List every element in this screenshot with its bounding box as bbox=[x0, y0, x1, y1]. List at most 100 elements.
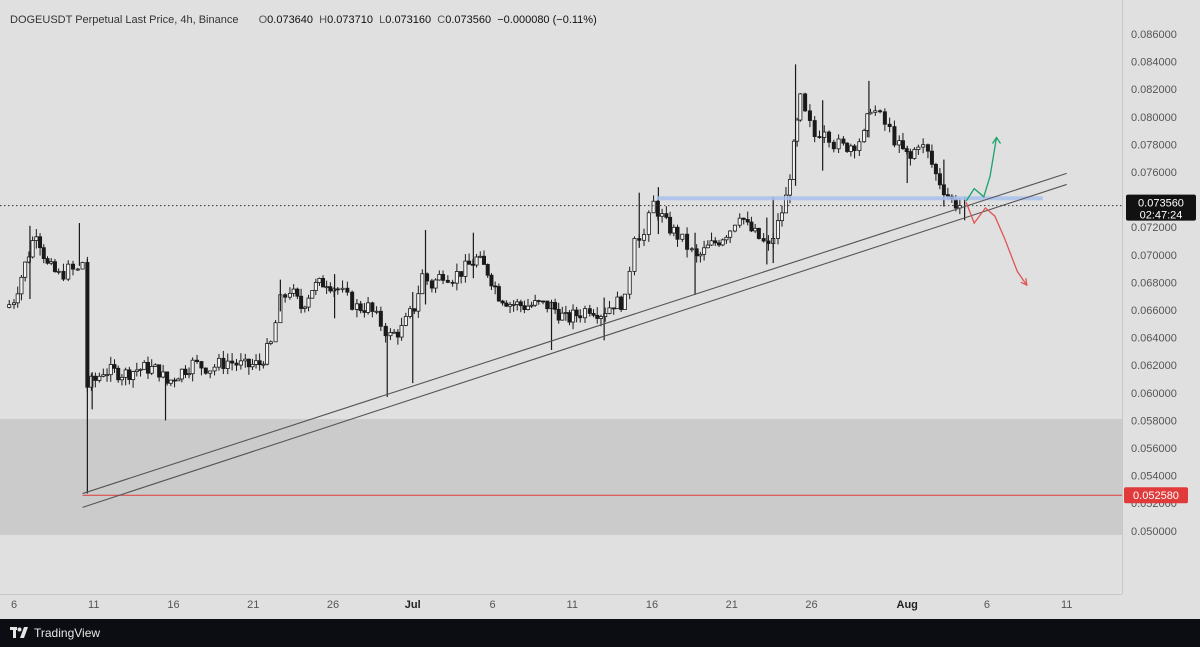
bar-countdown: 02:47:24 bbox=[1140, 210, 1183, 222]
support-price-badge bbox=[1124, 487, 1188, 504]
candle-body bbox=[481, 255, 486, 265]
candle-body bbox=[374, 310, 379, 313]
candle-body bbox=[685, 233, 690, 250]
time-tick-label: 11 bbox=[1061, 599, 1072, 611]
candle-body bbox=[450, 281, 455, 284]
candle-body bbox=[437, 274, 442, 281]
candle-body bbox=[30, 240, 35, 258]
candle-body bbox=[908, 151, 913, 159]
candle-body bbox=[273, 322, 278, 343]
candle-body bbox=[536, 300, 541, 302]
candle-body bbox=[199, 361, 204, 369]
candle-body bbox=[268, 341, 273, 344]
price-chart[interactable]: 0.086000 0.084000 0.082000 0.080000 0.078000… bbox=[0, 0, 1200, 619]
candle-body bbox=[203, 367, 208, 374]
price-tick-label: 0.056000 bbox=[1131, 443, 1177, 455]
candle-body bbox=[366, 302, 371, 313]
candle-body bbox=[350, 291, 355, 310]
candle-body bbox=[925, 144, 930, 152]
candle-body bbox=[105, 374, 110, 377]
candle-body bbox=[929, 150, 934, 165]
candle-body bbox=[741, 217, 746, 220]
price-tick-label: 0.076000 bbox=[1131, 167, 1177, 179]
price-axis[interactable]: 0.086000 0.084000 0.082000 0.080000 0.078000… bbox=[1122, 0, 1200, 594]
candle-body bbox=[862, 130, 867, 143]
candle-body bbox=[324, 286, 329, 289]
candle-body bbox=[515, 301, 520, 305]
candle-body bbox=[953, 198, 958, 209]
candle-body bbox=[933, 163, 938, 175]
time-tick-label: 26 bbox=[805, 599, 817, 611]
tradingview-brand[interactable]: TradingView bbox=[10, 626, 100, 640]
candle-body bbox=[553, 302, 558, 310]
candle-body bbox=[321, 277, 326, 288]
demand-zone-layer bbox=[0, 419, 1122, 535]
candle-body bbox=[101, 374, 106, 377]
candle-body bbox=[15, 293, 20, 304]
candle-body bbox=[836, 138, 841, 150]
candle-body bbox=[779, 212, 784, 222]
price-tick-label: 0.058000 bbox=[1131, 415, 1177, 427]
candle-body bbox=[698, 253, 703, 257]
price-tick-label: 0.050000 bbox=[1131, 526, 1177, 538]
open-value: 0.073640 bbox=[267, 14, 314, 26]
candle-body bbox=[71, 263, 76, 270]
candle-body bbox=[651, 200, 656, 214]
time-axis-background bbox=[0, 594, 1200, 619]
candle-body bbox=[504, 302, 509, 307]
candle-body bbox=[749, 221, 754, 232]
bearish-arrowhead bbox=[1020, 278, 1028, 287]
candle-body bbox=[56, 270, 61, 273]
candle-body bbox=[518, 301, 523, 307]
time-axis[interactable]: 6 11 16 21 26 Jul 6 11 16 21 26 Aug 6 11 bbox=[0, 594, 1200, 619]
candle-body bbox=[745, 219, 750, 223]
candle-body bbox=[831, 141, 836, 150]
candle-body bbox=[75, 268, 80, 271]
candle-body bbox=[433, 279, 438, 289]
candle-body bbox=[675, 226, 680, 240]
candle-body bbox=[897, 140, 902, 146]
candle-body bbox=[496, 286, 501, 302]
candle-body bbox=[261, 363, 266, 366]
candle-body bbox=[370, 302, 375, 312]
candle-body bbox=[119, 376, 124, 381]
candle-body bbox=[857, 141, 862, 151]
candle-body bbox=[225, 360, 230, 369]
candle-body bbox=[841, 138, 846, 144]
price-tick-label: 0.086000 bbox=[1131, 29, 1177, 41]
candle-body bbox=[728, 230, 733, 238]
candle-body bbox=[807, 110, 812, 121]
candle-body bbox=[354, 303, 359, 310]
candle-body bbox=[737, 217, 742, 226]
trendline bbox=[82, 183, 1067, 508]
candle-body bbox=[689, 248, 694, 251]
symbol-title[interactable]: DOGEUSDT Perpetual Last Price, 4h, Binan… bbox=[10, 14, 239, 26]
candle-body bbox=[500, 300, 505, 304]
candle-body bbox=[671, 226, 676, 234]
candle-body bbox=[567, 312, 572, 323]
candle-body bbox=[142, 362, 147, 370]
time-tick-label: 21 bbox=[726, 599, 738, 611]
footer-bar: TradingView bbox=[0, 619, 1200, 647]
candle-body bbox=[545, 300, 550, 310]
candle-body bbox=[168, 379, 173, 384]
candle-body bbox=[459, 271, 464, 277]
time-tick-label: 6 bbox=[11, 599, 17, 611]
candle-body bbox=[145, 362, 150, 374]
bullish-projection-path bbox=[965, 137, 998, 202]
time-tick-label: 6 bbox=[984, 599, 990, 611]
candle-body bbox=[619, 296, 624, 310]
brand-label: TradingView bbox=[34, 626, 101, 640]
candle-body bbox=[41, 247, 46, 259]
candle-body bbox=[23, 261, 28, 278]
candle-body bbox=[493, 285, 498, 288]
candle-body bbox=[138, 368, 143, 371]
candle-body bbox=[716, 242, 721, 246]
candle-body bbox=[208, 370, 213, 374]
candle-body bbox=[11, 302, 16, 306]
candle-body bbox=[533, 300, 538, 306]
candle-body bbox=[660, 213, 665, 217]
price-tick-label: 0.078000 bbox=[1131, 139, 1177, 151]
time-tick-label: 16 bbox=[167, 599, 179, 611]
candle-body bbox=[310, 290, 315, 299]
